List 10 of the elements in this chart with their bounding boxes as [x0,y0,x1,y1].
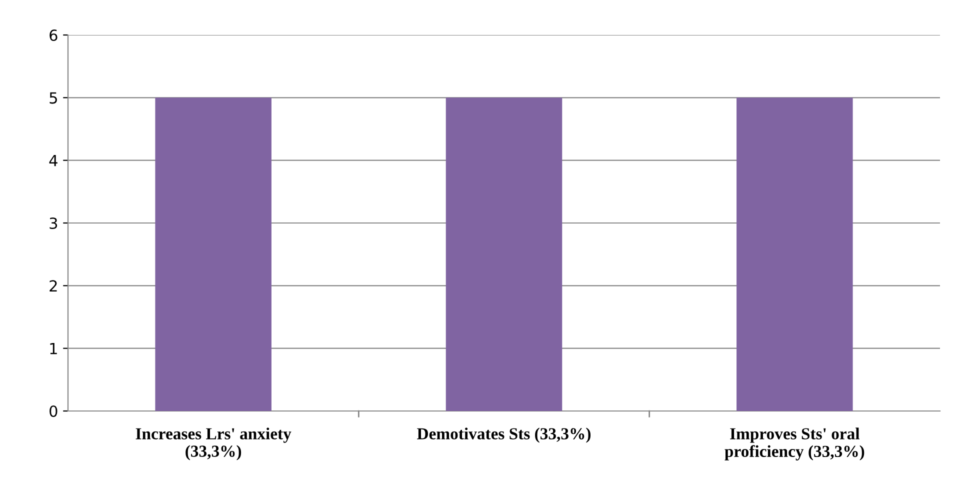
y-tick-label: 1 [50,343,57,354]
y-tick-label: 4 [49,155,58,166]
y-tick-label: 0 [50,405,58,418]
x-tick-label: Increases Lrs' anxiety (33,3%) [136,428,292,460]
y-tick-label: 5 [50,92,57,104]
x-tick-label: Improves Sts' oral proficiency (33,3%) [724,428,864,460]
y-tick-label: 2 [50,280,57,292]
y-tick-label: 6 [50,29,58,42]
x-tick-label: Demotivates Sts (33,3%) [417,428,591,443]
y-tick-label: 3 [50,217,58,230]
